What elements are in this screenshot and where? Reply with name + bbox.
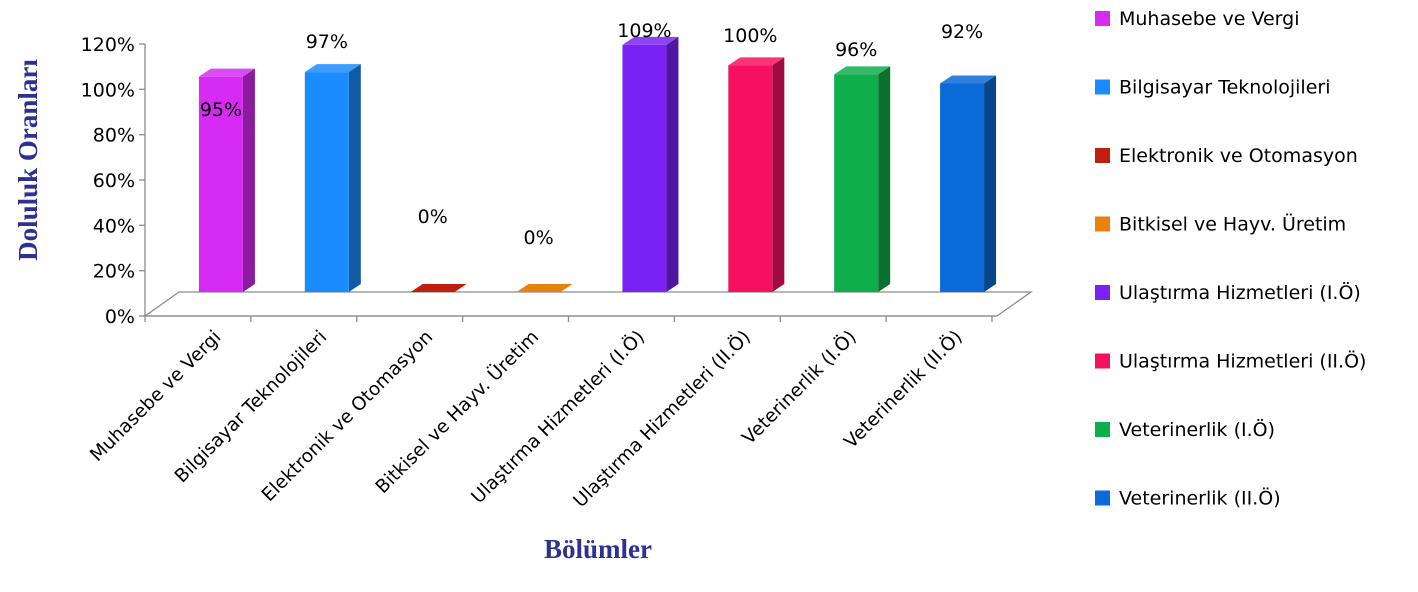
bar-8 — [940, 75, 997, 292]
bar-front — [728, 65, 773, 292]
legend-swatch — [1095, 422, 1110, 437]
data-label: 100% — [723, 25, 777, 47]
legend-label: Ulaştırma Hizmetleri (I.Ö) — [1119, 281, 1361, 304]
data-label: 109% — [617, 20, 671, 42]
floor-plane — [142, 291, 1034, 317]
legend-label: Muhasebe ve Vergi — [1119, 8, 1300, 30]
y-tick-label: 0% — [105, 306, 135, 328]
x-tick-label: Ulaştırma Hizmetleri (I.Ö) — [467, 326, 649, 508]
data-label: 92% — [941, 21, 983, 43]
legend-swatch — [1095, 490, 1110, 506]
bar-4 — [516, 284, 573, 292]
y-tick-label: 120% — [81, 34, 135, 56]
bar-top — [940, 75, 997, 84]
bar-side — [984, 75, 997, 292]
x-tick-label: Ulaştırma Hizmetleri (II.Ö) — [569, 326, 755, 512]
legend-item: Bitkisel ve Hayv. Üretim — [1095, 213, 1346, 236]
legend-swatch — [1095, 353, 1110, 369]
bar-side — [242, 68, 255, 293]
legend-swatch — [1095, 79, 1110, 95]
legend-label: Veterinerlik (II.Ö) — [1119, 487, 1281, 510]
legend-item: Veterinerlik (I.Ö) — [1095, 418, 1275, 441]
y-tick-label: 20% — [93, 261, 135, 283]
x-tick-label: Elektronik ve Otomasyon — [258, 327, 437, 506]
bar-side — [348, 64, 361, 292]
chart-floor — [142, 291, 1034, 317]
data-label: 0% — [418, 206, 448, 228]
data-label: 97% — [306, 31, 348, 53]
legend-label: Bilgisayar Teknolojileri — [1119, 77, 1330, 99]
bar-side — [878, 66, 891, 293]
bar-side — [666, 36, 679, 292]
bar-top — [834, 66, 891, 75]
legend-item: Elektronik ve Otomasyon — [1095, 145, 1358, 167]
data-label: 0% — [523, 227, 553, 249]
y-axis-title: Doluluk Oranları — [13, 59, 43, 261]
bar-top — [728, 57, 785, 66]
bar-3 — [410, 284, 467, 292]
legend-item: Ulaştırma Hizmetleri (II.Ö) — [1095, 350, 1366, 373]
bar-front — [198, 76, 243, 293]
legend-label: Elektronik ve Otomasyon — [1119, 145, 1358, 167]
bar-6 — [728, 57, 785, 293]
bar-front — [622, 44, 667, 292]
bar-top — [622, 36, 679, 45]
legend: Muhasebe ve Vergi Bilgisayar Teknolojiler… — [1095, 8, 1366, 510]
legend-label: Bitkisel ve Hayv. Üretim — [1119, 213, 1346, 236]
legend-label: Veterinerlik (I.Ö) — [1119, 418, 1275, 441]
data-label: 95% — [200, 99, 242, 121]
bar-top — [516, 284, 573, 292]
bars — [198, 36, 997, 293]
bar-side — [772, 57, 785, 293]
x-tick-label: Veterinerlik (I.Ö) — [738, 326, 861, 449]
bar-top — [410, 284, 467, 292]
bar-2 — [304, 64, 361, 292]
x-tick-label: Veterinerlik (II.Ö) — [840, 326, 967, 453]
bar-1 — [198, 68, 255, 293]
data-label: 96% — [835, 39, 877, 61]
y-tick-label: 80% — [93, 125, 135, 147]
y-tick-label: 40% — [93, 215, 135, 237]
x-axis-title: Bölümler — [544, 534, 652, 564]
legend-item: Bilgisayar Teknolojileri — [1095, 77, 1330, 99]
legend-swatch — [1095, 148, 1110, 163]
bar-7 — [834, 66, 891, 293]
bar-front — [304, 72, 349, 292]
legend-label: Ulaştırma Hizmetleri (II.Ö) — [1119, 350, 1366, 373]
legend-swatch — [1095, 216, 1110, 232]
legend-item: Ulaştırma Hizmetleri (I.Ö) — [1095, 281, 1361, 304]
y-axis: 0% 20% 40% 60% 80% 100% 120% — [81, 34, 997, 328]
bar-top — [198, 68, 255, 77]
y-tick-label: 60% — [93, 170, 135, 192]
bar-front — [940, 83, 985, 292]
legend-swatch — [1095, 11, 1110, 26]
bar-top — [304, 64, 361, 73]
legend-item: Muhasebe ve Vergi — [1095, 8, 1300, 30]
bar-5 — [622, 36, 679, 292]
data-labels: 95% 97% 0% 0% 109% 100% 96% 92% — [200, 20, 983, 249]
y-tick-label: 100% — [81, 79, 135, 101]
bar-front — [834, 74, 879, 293]
legend-item: Veterinerlik (II.Ö) — [1095, 487, 1281, 510]
legend-swatch — [1095, 285, 1110, 300]
